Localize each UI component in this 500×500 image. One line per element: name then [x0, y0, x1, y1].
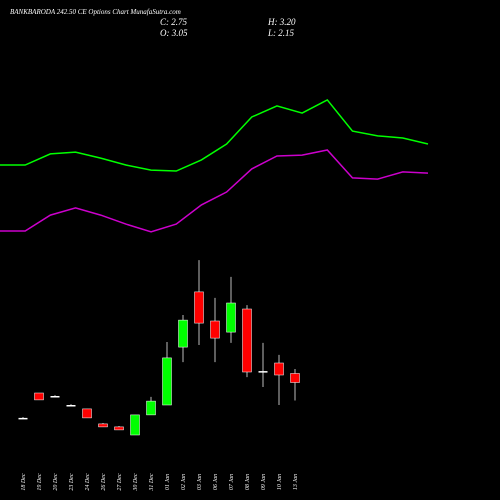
x-tick-label: 27 Dec	[117, 473, 123, 490]
x-tick-label: 09 Jan	[261, 474, 267, 490]
ohlc-info: H: 3.20	[267, 17, 296, 27]
candle-body	[146, 400, 156, 416]
x-tick-label: 10 Jan	[277, 474, 283, 490]
candle-body	[274, 362, 284, 376]
x-tick-label: 24 Dec	[84, 473, 91, 490]
indicator-line	[0, 98, 429, 172]
candle-body	[18, 417, 28, 420]
candle-body	[162, 357, 172, 406]
x-tick-label: 19 Dec	[37, 473, 43, 490]
x-tick-label: 13 Jan	[293, 474, 299, 490]
x-tick-label: 20 Dec	[53, 473, 59, 490]
x-tick-label: 07 Jan	[229, 474, 235, 490]
x-tick-label: 03 Jan	[197, 474, 203, 490]
x-tick-label: 06 Jan	[213, 474, 219, 490]
x-tick-label: 18 Dec	[21, 473, 27, 490]
chart-title: BANKBARODA 242.50 CE Options Chart Munaf…	[10, 8, 181, 16]
ohlc-info: O: 3.05	[160, 28, 188, 38]
candle-body	[34, 392, 44, 401]
x-tick-label: 31 Dec	[149, 473, 155, 491]
ohlc-info: L: 2.15	[267, 28, 295, 38]
candle-body	[290, 373, 300, 383]
x-tick-label: 01 Jan	[165, 474, 171, 490]
candle-body	[226, 302, 236, 333]
candle-body	[194, 291, 204, 324]
x-tick-label: 23 Dec	[69, 473, 75, 490]
candle-body	[82, 408, 92, 419]
candle-body	[130, 414, 140, 436]
x-tick-label: 08 Jan	[245, 474, 251, 490]
candle-body	[66, 405, 76, 407]
candle-body	[178, 319, 188, 348]
indicator-line	[0, 149, 429, 233]
candle-body	[98, 423, 108, 428]
candle-body	[50, 396, 60, 398]
x-tick-label: 26 Dec	[101, 473, 107, 490]
ohlc-info: C: 2.75	[160, 17, 188, 27]
candle-body	[242, 308, 252, 373]
candle-body	[258, 371, 268, 373]
x-tick-label: 02 Jan	[181, 474, 187, 490]
x-tick-label: 30 Dec	[133, 473, 139, 491]
candle-body	[114, 426, 124, 431]
candle-body	[210, 320, 220, 339]
